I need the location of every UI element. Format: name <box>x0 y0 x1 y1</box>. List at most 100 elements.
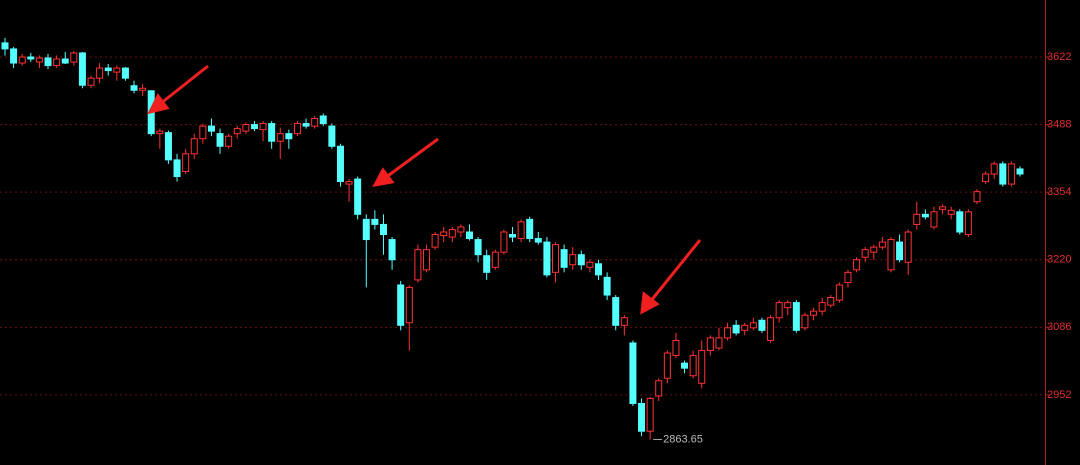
candle-body <box>741 324 749 331</box>
candle-body <box>509 234 516 238</box>
candle-body <box>1007 163 1015 185</box>
candle-body <box>216 133 224 147</box>
candle-body <box>956 211 964 233</box>
candle-body <box>491 251 499 268</box>
candle-body <box>560 249 568 268</box>
candle-body <box>586 261 594 268</box>
candle-body <box>870 246 878 253</box>
candle-body <box>964 211 972 236</box>
y-tick-label: 3488 <box>1047 118 1071 130</box>
arrow <box>384 137 439 180</box>
arrow-head <box>640 291 660 315</box>
candle-body <box>465 231 473 240</box>
candle-body <box>53 58 61 67</box>
candle-body <box>35 57 43 63</box>
candle-body <box>827 297 835 306</box>
candle-body <box>302 123 310 127</box>
candle-body <box>775 302 783 319</box>
candle-body <box>328 125 336 147</box>
candle-body <box>552 244 560 273</box>
candle-body <box>526 218 534 240</box>
candle-body <box>483 255 491 273</box>
candle-body <box>792 302 800 331</box>
arrow <box>648 239 702 303</box>
candle-body <box>612 297 620 326</box>
candle-body <box>844 271 852 283</box>
candle-body <box>810 310 818 316</box>
candle-body <box>629 342 637 404</box>
candle-body <box>388 239 396 261</box>
candle-body <box>930 211 938 228</box>
candle-body <box>577 254 585 266</box>
candle-body <box>397 284 405 326</box>
candle-body <box>646 397 654 432</box>
candle-body <box>199 125 207 140</box>
candle-body <box>78 52 86 86</box>
candle-body <box>87 77 95 86</box>
candle-body <box>663 352 671 379</box>
candle-body <box>371 218 379 225</box>
candle-body <box>27 56 35 60</box>
y-tick-label: 3622 <box>1047 51 1071 63</box>
candle-body <box>801 314 809 329</box>
candle-body <box>104 67 112 72</box>
candle-body <box>947 209 955 215</box>
candle-body <box>595 263 603 276</box>
candle-body <box>44 57 52 67</box>
candle-body <box>276 133 284 142</box>
candle-body <box>990 163 998 175</box>
candle-body <box>973 191 981 203</box>
candle-body <box>139 87 147 91</box>
candle-body <box>569 254 577 266</box>
candle-body <box>706 337 714 352</box>
arrow-head <box>372 167 395 188</box>
candle-body <box>913 213 921 225</box>
candle-body <box>474 239 482 256</box>
candle-body <box>672 339 680 357</box>
y-tick-label: 2952 <box>1047 389 1071 401</box>
candle-body <box>70 52 78 63</box>
y-tick-label: 3354 <box>1047 186 1071 198</box>
candle-body <box>379 223 387 236</box>
candle-body <box>999 163 1007 185</box>
candle-body <box>405 286 413 324</box>
annotation: 2863.65 <box>663 433 703 445</box>
candle-body <box>414 249 422 281</box>
candle-body <box>345 181 353 185</box>
candle-body <box>543 241 551 276</box>
candle-body <box>242 124 250 132</box>
candle-body <box>457 226 465 233</box>
y-tick-label: 3220 <box>1047 254 1071 266</box>
candle-body <box>293 123 301 135</box>
candle-body <box>698 350 706 384</box>
candle-body <box>767 317 775 341</box>
y-tick-label: 3086 <box>1047 321 1071 333</box>
candle-body <box>311 118 319 127</box>
candle-body <box>182 153 190 172</box>
candle-body <box>61 58 69 64</box>
candle-body <box>681 362 689 369</box>
candle-body <box>878 241 886 248</box>
candle-body <box>259 123 267 131</box>
candle-body <box>534 238 542 243</box>
candle-body <box>336 145 344 183</box>
candle-body <box>285 133 293 140</box>
candle-body <box>758 319 766 331</box>
candle-body <box>853 259 861 271</box>
arrows <box>147 64 702 315</box>
candle-body <box>887 239 895 271</box>
candle-body <box>164 132 172 161</box>
arrow-head <box>147 93 170 115</box>
candle-body <box>749 322 757 329</box>
candle-body <box>1016 168 1024 175</box>
candle-body <box>113 67 121 73</box>
candle-body <box>362 218 370 241</box>
candle-body <box>10 48 18 64</box>
candle-body <box>861 249 869 258</box>
candle-body <box>638 402 646 432</box>
arrow <box>159 64 209 106</box>
candle-body <box>233 128 241 135</box>
candle-body <box>156 130 164 135</box>
candle-body <box>319 115 327 125</box>
